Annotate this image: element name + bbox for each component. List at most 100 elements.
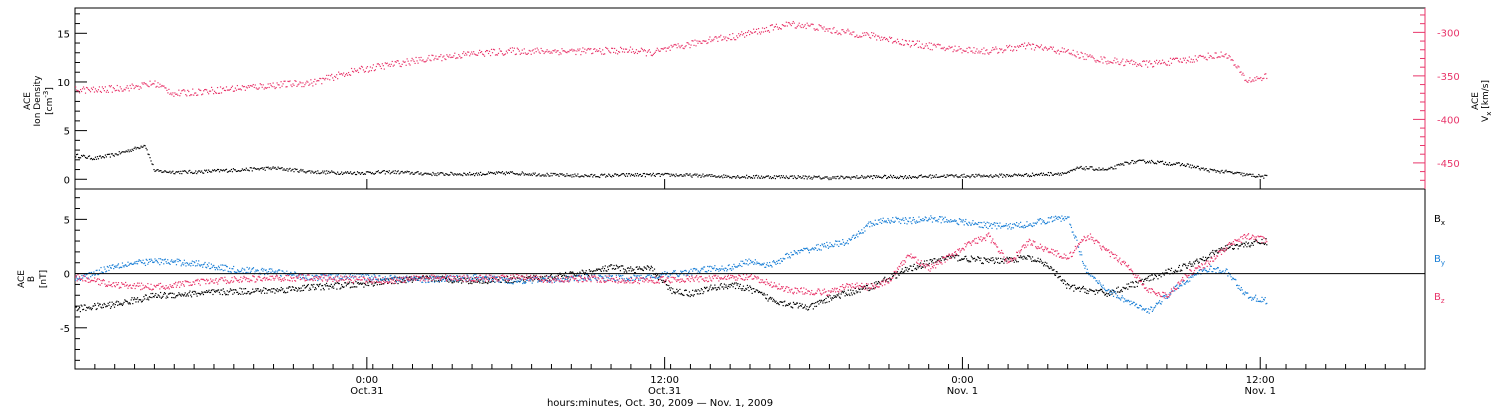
by-point bbox=[113, 265, 116, 267]
bx-point bbox=[729, 286, 731, 288]
speed-point bbox=[219, 86, 222, 88]
speed-point bbox=[499, 50, 502, 52]
speed-point bbox=[335, 76, 337, 78]
bx-point bbox=[135, 301, 137, 303]
by-point bbox=[542, 277, 544, 279]
density-point bbox=[979, 174, 981, 177]
speed-point bbox=[968, 46, 970, 48]
by-point bbox=[400, 278, 402, 280]
bx-point bbox=[486, 282, 488, 284]
speed-point bbox=[752, 28, 755, 30]
density-point bbox=[548, 175, 550, 177]
speed-point bbox=[454, 52, 456, 54]
bx-point bbox=[1077, 287, 1079, 289]
by-point bbox=[507, 278, 509, 280]
bx-point bbox=[427, 277, 429, 279]
by-point bbox=[248, 268, 250, 270]
bx-point bbox=[1248, 245, 1250, 247]
bx-point bbox=[618, 266, 620, 268]
by-point bbox=[699, 270, 702, 272]
by-point bbox=[117, 264, 119, 266]
bx-point bbox=[649, 269, 651, 271]
bx-point bbox=[1096, 289, 1098, 292]
by-point bbox=[661, 272, 664, 274]
density-point bbox=[813, 175, 815, 177]
bx-point bbox=[607, 266, 609, 268]
speed-point bbox=[1036, 45, 1039, 47]
density-point bbox=[332, 171, 334, 173]
bx-point bbox=[1012, 259, 1015, 261]
bx-point bbox=[351, 282, 353, 284]
bx-point bbox=[228, 291, 230, 293]
bx-point bbox=[526, 277, 529, 280]
bx-point bbox=[888, 277, 891, 279]
density-point bbox=[680, 174, 682, 176]
density-point bbox=[436, 174, 438, 177]
density-point bbox=[213, 169, 216, 171]
density-point bbox=[665, 173, 667, 175]
bx-point bbox=[985, 258, 988, 260]
bx-point bbox=[540, 277, 542, 279]
by-point bbox=[431, 280, 433, 283]
by-point bbox=[444, 280, 446, 282]
speed-point bbox=[217, 92, 220, 94]
speed-point bbox=[1130, 60, 1132, 62]
density-point bbox=[408, 170, 410, 173]
speed-point bbox=[934, 44, 936, 47]
speed-point bbox=[121, 90, 123, 92]
speed-point bbox=[561, 48, 563, 50]
bx-point bbox=[180, 295, 182, 297]
by-point bbox=[479, 280, 481, 282]
by-point bbox=[186, 262, 189, 264]
by-point bbox=[656, 277, 658, 279]
density-point bbox=[667, 173, 669, 175]
speed-point bbox=[969, 47, 971, 49]
bx-point bbox=[834, 295, 837, 297]
by-point bbox=[467, 275, 469, 277]
speed-point bbox=[769, 24, 772, 27]
bx-point bbox=[1059, 275, 1061, 278]
density-point bbox=[638, 174, 641, 176]
bx-point bbox=[997, 257, 999, 259]
bx-point bbox=[564, 275, 566, 277]
density-point bbox=[210, 171, 212, 173]
speed-point bbox=[919, 46, 921, 48]
speed-point bbox=[86, 87, 89, 89]
bx-point bbox=[390, 278, 392, 280]
density-point bbox=[816, 176, 818, 178]
density-point bbox=[144, 145, 146, 147]
bx-point bbox=[1103, 292, 1105, 294]
bx-point bbox=[762, 294, 764, 296]
speed-point bbox=[615, 52, 617, 54]
speed-point bbox=[906, 43, 909, 45]
by-point bbox=[159, 264, 161, 266]
bx-point bbox=[175, 295, 178, 297]
density-point bbox=[590, 174, 592, 176]
bx-point bbox=[1081, 287, 1084, 289]
bx-point bbox=[290, 289, 292, 292]
speed-point bbox=[963, 50, 965, 52]
density-point bbox=[710, 175, 712, 178]
density-point bbox=[260, 167, 262, 169]
density-point bbox=[135, 148, 137, 150]
by-point bbox=[522, 281, 525, 283]
bx-point bbox=[241, 291, 243, 293]
density-point bbox=[542, 174, 544, 176]
by-point bbox=[321, 274, 323, 276]
bx-point bbox=[993, 259, 995, 261]
bx-point bbox=[751, 292, 753, 294]
bx-point bbox=[792, 307, 794, 309]
bx-point bbox=[810, 304, 812, 306]
density-point bbox=[143, 144, 145, 147]
by-point bbox=[596, 279, 598, 282]
bx-point bbox=[122, 303, 124, 305]
density-point bbox=[750, 176, 753, 179]
density-point bbox=[528, 173, 530, 175]
by-point bbox=[143, 262, 145, 265]
by-point bbox=[90, 271, 93, 274]
speed-point bbox=[1184, 57, 1186, 59]
by-point bbox=[115, 265, 117, 267]
by-point bbox=[483, 280, 485, 282]
density-point bbox=[1256, 175, 1258, 178]
density-point bbox=[1131, 160, 1133, 162]
